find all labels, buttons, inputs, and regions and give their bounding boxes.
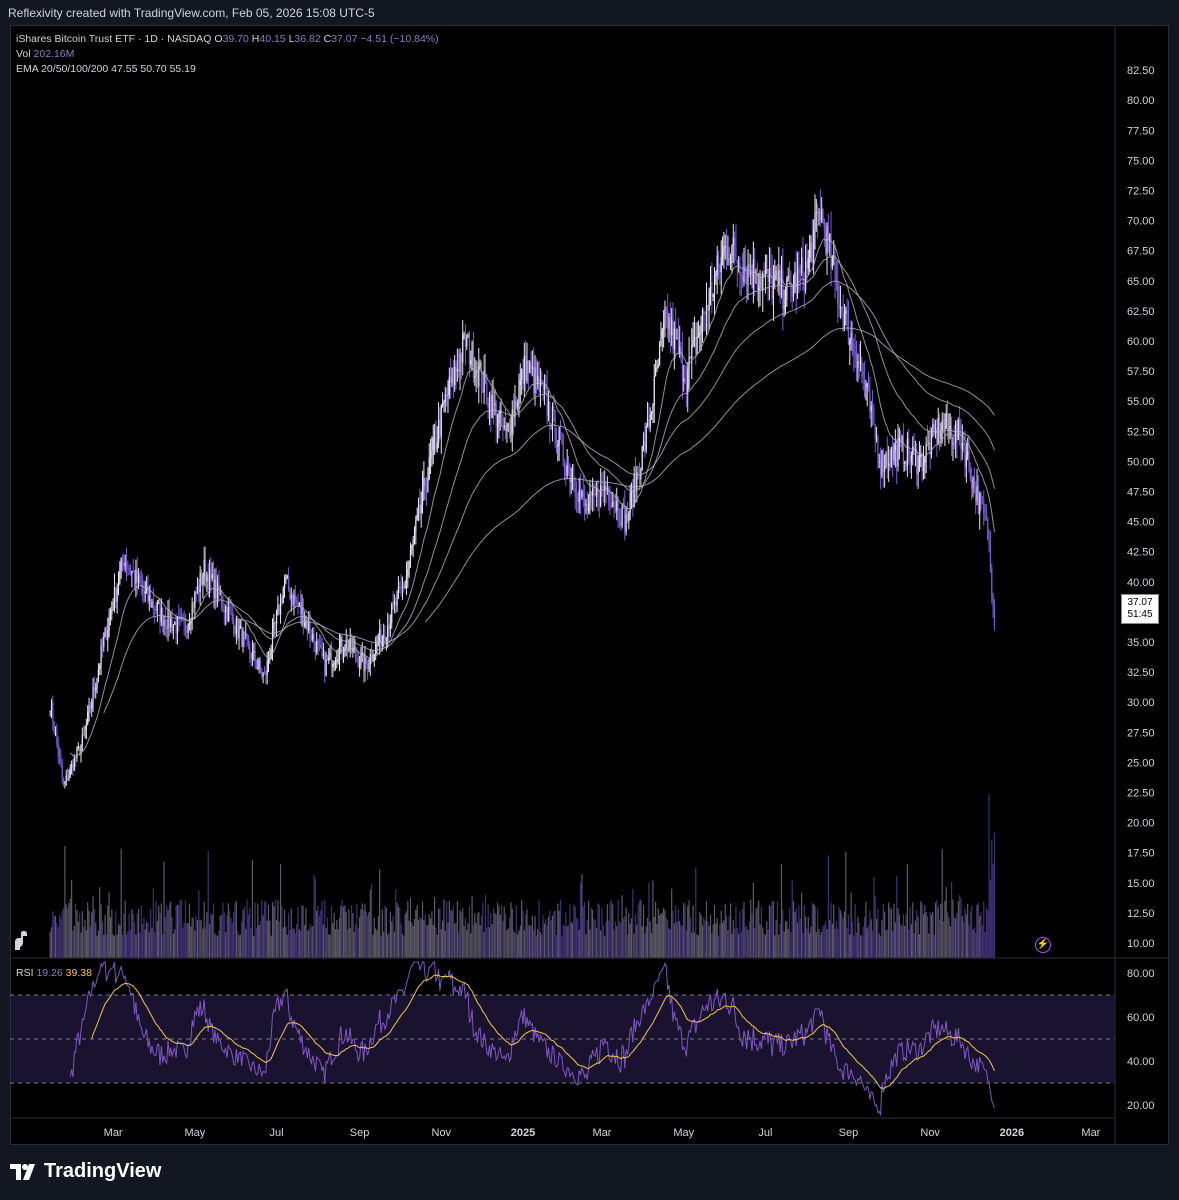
ema100-value: 55.19 bbox=[169, 63, 196, 75]
low-label: L bbox=[288, 33, 295, 45]
volume-legend[interactable]: Vol 202.16M bbox=[16, 48, 74, 60]
tradingview-logo-icon bbox=[10, 1163, 35, 1180]
volume-label: Vol bbox=[16, 48, 31, 60]
tradingview-logo-text: TradingView bbox=[44, 1160, 162, 1182]
high-value: 40.15 bbox=[259, 33, 286, 45]
open-label: O bbox=[214, 33, 223, 45]
ema-legend[interactable]: EMA 20/50/100/200 47.55 50.70 55.19 bbox=[16, 63, 196, 75]
symbol-name: iShares Bitcoin Trust ETF · 1D · NASDAQ bbox=[16, 33, 212, 45]
volume-value: 202.16M bbox=[33, 48, 75, 60]
last-price-label: 37.07 51:45 bbox=[1121, 594, 1159, 624]
close-value: 37.07 bbox=[331, 33, 358, 45]
low-value: 36.82 bbox=[294, 33, 321, 45]
last-price: 37.07 bbox=[1127, 597, 1153, 608]
close-label: C bbox=[323, 33, 332, 45]
chart-frame[interactable] bbox=[10, 25, 1169, 1145]
open-value: 39.70 bbox=[222, 33, 249, 45]
symbol-legend[interactable]: iShares Bitcoin Trust ETF · 1D · NASDAQ … bbox=[16, 33, 439, 45]
high-label: H bbox=[251, 33, 260, 45]
change-value: −4.51 (−10.84%) bbox=[360, 33, 439, 45]
lightning-icon[interactable]: ⚡ bbox=[1035, 937, 1051, 953]
rsi-label: RSI bbox=[16, 967, 34, 979]
ema50-value: 50.70 bbox=[140, 63, 167, 75]
rsi-legend[interactable]: RSI 19.26 39.38 bbox=[16, 967, 92, 979]
chart-header: Reflexivity created with TradingView.com… bbox=[8, 6, 375, 20]
dino-icon[interactable] bbox=[12, 930, 30, 952]
ema20-value: 47.55 bbox=[111, 63, 138, 75]
bar-countdown: 51:45 bbox=[1127, 609, 1153, 620]
tradingview-logo[interactable]: TradingView bbox=[10, 1160, 161, 1183]
rsi-value: 19.26 bbox=[36, 967, 63, 979]
rsi-ma-value: 39.38 bbox=[65, 967, 92, 979]
ema-label: EMA 20/50/100/200 bbox=[16, 63, 109, 75]
